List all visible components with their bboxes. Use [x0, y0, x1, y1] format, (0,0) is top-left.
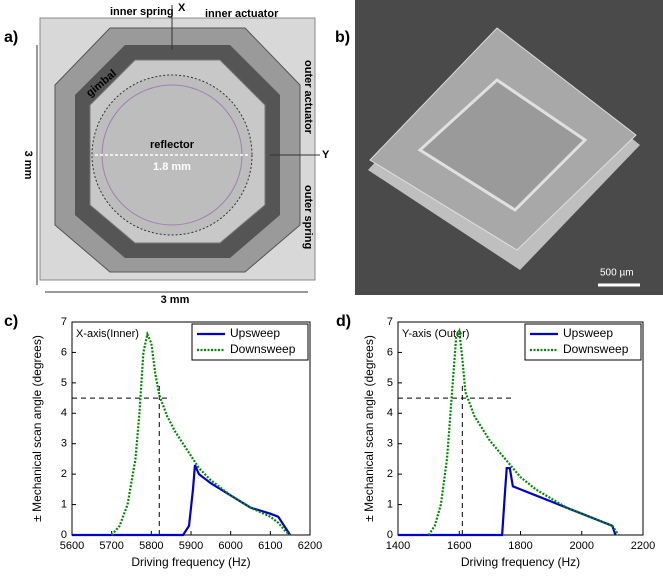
x-tick-label: 5600	[60, 540, 84, 552]
x-tick-label: 1800	[508, 540, 532, 552]
y-tick-label: 2	[387, 468, 393, 480]
panel-b: b) 500 µm	[335, 0, 663, 295]
x-tick-label: 2000	[570, 540, 594, 552]
x-tick-label: 6200	[298, 540, 322, 552]
x-tick-label: 2200	[631, 540, 655, 552]
axis-label: Y	[322, 149, 330, 161]
scale-label: 500 µm	[600, 268, 634, 279]
series-line	[398, 466, 617, 537]
x-tick-label: 1400	[386, 540, 410, 552]
annotation: inner spring	[110, 6, 174, 18]
x-tick-label: 5700	[99, 540, 123, 552]
x-tick-label: 5800	[139, 540, 163, 552]
axis-label: X	[178, 2, 186, 14]
y-tick-label: 3	[387, 438, 393, 450]
x-tick-label: 5900	[179, 540, 203, 552]
y-tick-label: 6	[387, 346, 393, 358]
x-tick-label: 6000	[218, 540, 242, 552]
x-tick-label: 6100	[258, 540, 282, 552]
y-tick-label: 7	[61, 316, 67, 328]
y-tick-label: 5	[387, 377, 393, 389]
y-tick-label: 0	[61, 529, 67, 541]
annotation: reflector	[150, 139, 195, 151]
y-axis-label: ± Mechanical scan angle (degrees)	[30, 335, 44, 522]
y-tick-label: 1	[387, 498, 393, 510]
panel-a: a) inner spring inner actuator X gimbal …	[4, 2, 330, 306]
gimbal	[417, 78, 588, 212]
y-tick-label: 0	[387, 529, 393, 541]
panel-label: a)	[4, 29, 18, 46]
y-tick-label: 5	[61, 377, 67, 389]
legend-label: Upsweep	[563, 326, 613, 340]
y-tick-label: 3	[61, 438, 67, 450]
legend-label: Downsweep	[230, 342, 296, 356]
annotation: inner actuator	[205, 8, 279, 20]
y-tick-label: 2	[61, 468, 67, 480]
y-tick-label: 4	[61, 407, 67, 419]
series-line	[427, 327, 620, 536]
panel-label: b)	[335, 29, 350, 46]
legend	[524, 323, 642, 361]
y-axis-label: ± Mechanical scan angle (degrees)	[362, 335, 376, 522]
y-tick-label: 1	[61, 498, 67, 510]
series-line	[72, 464, 292, 537]
annotation: 1.8 mm	[153, 161, 191, 173]
legend-label: Downsweep	[563, 342, 629, 356]
series-line	[110, 330, 291, 536]
legend-label: Upsweep	[230, 326, 280, 340]
chart-title: X-axis(Inner)	[76, 328, 139, 340]
annotation: 3 mm	[161, 294, 190, 306]
x-axis-label: Driving frequency (Hz)	[131, 555, 250, 569]
chart-title: Y-axis (Outer)	[402, 328, 469, 340]
annotation: 3 mm	[22, 151, 34, 180]
panel-label: c)	[4, 313, 18, 330]
y-tick-label: 6	[61, 346, 67, 358]
y-tick-label: 4	[387, 407, 393, 419]
y-tick-label: 7	[387, 316, 393, 328]
annotation: outer spring	[302, 185, 314, 249]
annotation: outer actuator	[302, 60, 314, 135]
legend	[191, 323, 309, 361]
panel-label: d)	[336, 313, 351, 330]
x-axis-label: Driving frequency (Hz)	[461, 555, 580, 569]
x-tick-label: 1600	[447, 540, 471, 552]
